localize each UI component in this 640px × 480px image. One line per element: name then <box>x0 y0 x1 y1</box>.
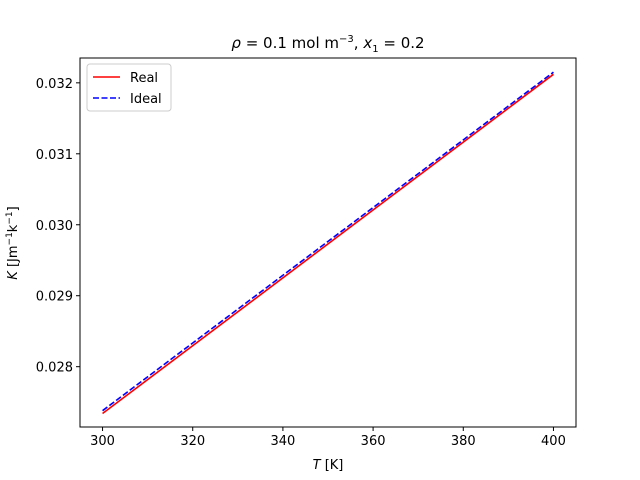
axes-frame <box>79 57 577 428</box>
x-axis-ticks: 300 320 340 360 380 400 <box>90 427 566 449</box>
y-axis-label: K [Jm−1k−1] <box>5 206 21 279</box>
x-tick-label: 340 <box>270 434 295 449</box>
legend-label-real: Real <box>130 71 158 86</box>
title-group: ρ = 0.1 mol m−3, x1 = 0.2 <box>231 34 424 55</box>
series-line-real <box>102 73 554 415</box>
y-tick-label: 0.032 <box>36 77 73 92</box>
series-layer <box>102 71 554 415</box>
chart-title: ρ = 0.1 mol m−3, x1 = 0.2 <box>231 34 424 55</box>
y-axis-ticks: 0.028 0.029 0.030 0.031 0.032 <box>36 77 80 376</box>
x-tick-label: 360 <box>361 434 386 449</box>
y-tick-label: 0.030 <box>36 219 73 234</box>
legend: Real Ideal <box>86 63 172 112</box>
series-line-ideal <box>102 71 554 412</box>
plot-area: 300 320 340 360 380 400 0.0280.0290.0300.0310… <box>36 57 577 449</box>
x-axis-label: T [K] <box>313 458 344 473</box>
x-tick-label: 400 <box>541 434 566 449</box>
x-tick-label: 320 <box>180 434 205 449</box>
legend-box <box>86 63 172 112</box>
x-tick-label: 380 <box>451 434 476 449</box>
y-tick-label: 0.029 <box>36 290 73 305</box>
y-tick-label: 0.031 <box>36 148 73 163</box>
x-tick-label: 300 <box>90 434 115 449</box>
legend-label-ideal: Ideal <box>130 92 162 107</box>
y-tick-label: 0.028 <box>36 361 73 376</box>
